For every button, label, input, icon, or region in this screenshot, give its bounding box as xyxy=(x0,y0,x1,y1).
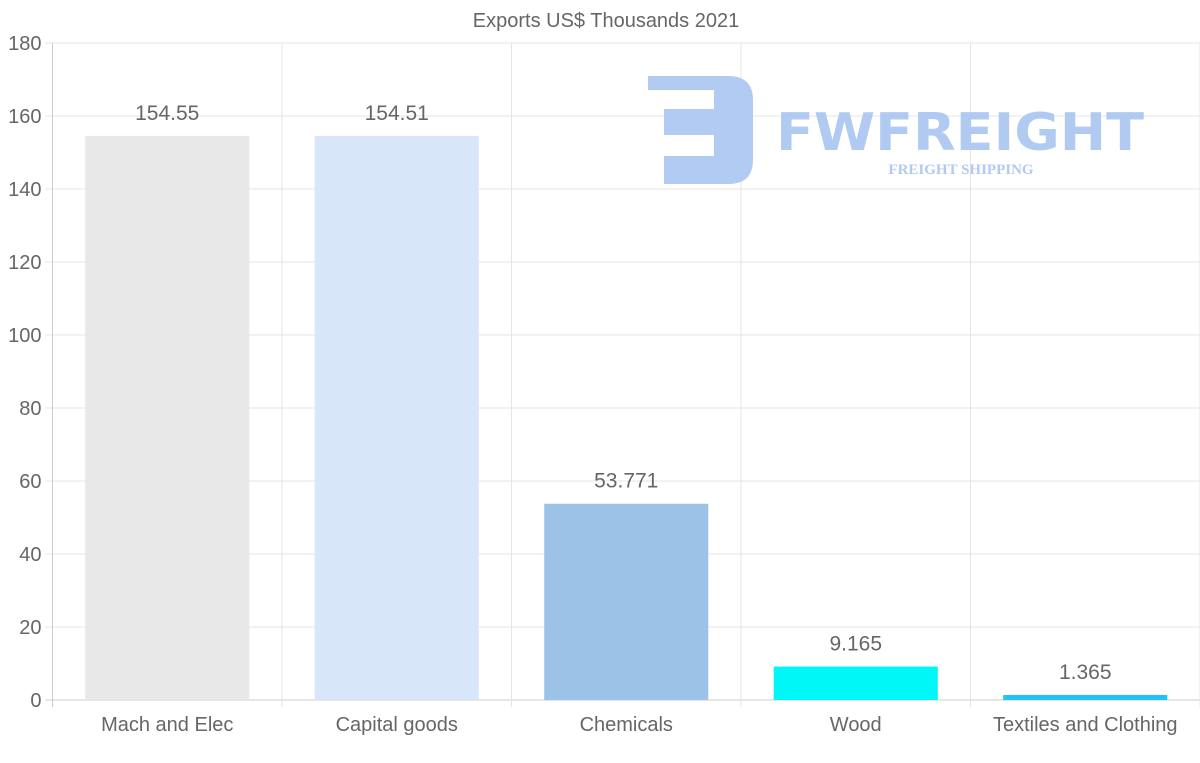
y-tick-label: 20 xyxy=(19,617,41,639)
bar-textiles-and-clothing xyxy=(1003,695,1168,700)
data-label: 1.365 xyxy=(1059,661,1112,684)
axes: 0 20 40 60 80 100 120 140 160 180 Mach and Elec Cap… xyxy=(8,33,1177,736)
watermark-tagline: FREIGHT SHIPPING xyxy=(888,162,1033,178)
y-tick-label: 80 xyxy=(19,398,41,420)
chart-title: Exports US$ Thousands 2021 xyxy=(473,10,739,32)
bar-chemicals xyxy=(544,503,709,700)
data-label: 154.55 xyxy=(135,102,199,125)
y-tick-label: 180 xyxy=(8,33,41,55)
bar-wood xyxy=(773,666,938,700)
x-tick-label: Capital goods xyxy=(336,714,458,736)
x-tick-label: Wood xyxy=(830,714,882,736)
data-label: 9.165 xyxy=(829,633,882,656)
watermark-brand: FWFREIGHT xyxy=(776,103,1145,163)
y-tick-label: 60 xyxy=(19,471,41,493)
bar-mach-and-elec xyxy=(85,135,250,700)
watermark-logo: FWFREIGHT FREIGHT SHIPPING xyxy=(648,76,1145,184)
y-tick-label: 160 xyxy=(8,106,41,128)
x-tick-label: Textiles and Clothing xyxy=(993,714,1178,736)
x-tick-label: Mach and Elec xyxy=(101,714,233,736)
bars: 154.55 154.51 53.771 9.165 1.365 xyxy=(85,102,1168,700)
y-tick-label: 40 xyxy=(19,544,41,566)
y-tick-label: 0 xyxy=(30,690,41,712)
bar-capital-goods xyxy=(314,136,479,700)
logo-mark-icon xyxy=(648,76,753,184)
y-tick-label: 120 xyxy=(8,252,41,274)
y-tick-label: 100 xyxy=(8,325,41,347)
data-label: 53.771 xyxy=(594,470,658,493)
y-tick-label: 140 xyxy=(8,179,41,201)
data-label: 154.51 xyxy=(365,102,429,125)
x-tick-label: Chemicals xyxy=(580,714,673,736)
